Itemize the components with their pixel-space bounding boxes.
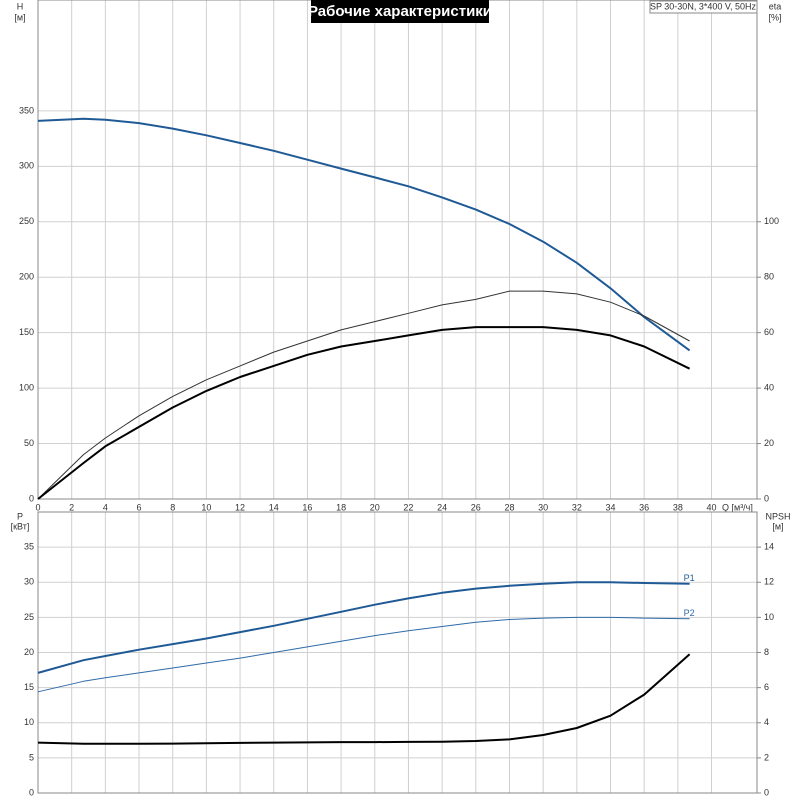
- curve: [37, 326, 691, 500]
- curve: [37, 616, 690, 693]
- y2-tick-label: 0: [764, 493, 769, 503]
- x-tick-label: 32: [572, 502, 582, 512]
- y-tick-label: 20: [24, 647, 34, 657]
- y2-tick-label: 40: [764, 382, 774, 392]
- x-tick-label: 10: [201, 502, 211, 512]
- y-tick-label: 15: [24, 682, 34, 692]
- y-tick-label: 0: [29, 493, 34, 503]
- y2-tick-label: 80: [764, 272, 774, 282]
- x-tick-label: 34: [605, 502, 615, 512]
- x-tick-label: 6: [137, 502, 142, 512]
- y-tick-label: 50: [24, 438, 34, 448]
- y-axis-label: P: [17, 511, 23, 521]
- x-tick-label: 18: [336, 502, 346, 512]
- y2-tick-label: 60: [764, 327, 774, 337]
- y-tick-label: 250: [19, 216, 34, 226]
- y-tick-label: 350: [19, 105, 34, 115]
- x-axis-label: Q [м³/ч]: [722, 502, 753, 512]
- chart-subtitle: SP 30-30N, 3*400 V, 50Hz: [650, 1, 757, 11]
- y-tick-label: 35: [24, 542, 34, 552]
- x-tick-label: 28: [504, 502, 514, 512]
- x-tick-label: 38: [673, 502, 683, 512]
- x-tick-label: 4: [103, 502, 108, 512]
- y2-axis-label: NPSH: [765, 511, 790, 521]
- y-tick-label: 200: [19, 272, 34, 282]
- plot-frame: [37, 511, 758, 794]
- curve: [37, 290, 690, 500]
- y-tick-label: 100: [19, 382, 34, 392]
- x-tick-label: 20: [370, 502, 380, 512]
- y-tick-label: 150: [19, 327, 34, 337]
- x-tick-label: 0: [35, 502, 40, 512]
- curve: [37, 653, 691, 745]
- y2-tick-label: 4: [764, 717, 769, 727]
- y2-tick-label: 12: [764, 577, 774, 587]
- y-axis-label: H: [17, 1, 24, 11]
- y2-tick-label: 6: [764, 682, 769, 692]
- x-tick-label: 22: [403, 502, 413, 512]
- y2-tick-label: 2: [764, 752, 769, 762]
- y-tick-label: 5: [29, 752, 34, 762]
- x-tick-label: 16: [302, 502, 312, 512]
- y2-axis-unit: [м]: [772, 521, 783, 531]
- y-tick-label: 10: [24, 717, 34, 727]
- y2-tick-label: 8: [764, 647, 769, 657]
- y-axis-unit: [кВт]: [11, 521, 30, 531]
- y2-axis-label: eta: [769, 1, 782, 11]
- x-tick-label: 26: [471, 502, 481, 512]
- y2-tick-label: 20: [764, 438, 774, 448]
- y2-axis-unit: [%]: [768, 12, 781, 22]
- y-tick-label: 30: [24, 577, 34, 587]
- title-box: [311, 0, 489, 23]
- x-tick-label: 8: [170, 502, 175, 512]
- x-tick-label: 40: [707, 502, 717, 512]
- y2-tick-label: 0: [764, 787, 769, 797]
- chart-title: Рабочие характеристики: [308, 3, 492, 20]
- y-tick-label: 300: [19, 161, 34, 171]
- y-axis-unit: [м]: [14, 12, 25, 22]
- x-tick-label: 36: [639, 502, 649, 512]
- x-tick-label: 12: [235, 502, 245, 512]
- x-tick-label: 14: [269, 502, 279, 512]
- curve: [37, 117, 691, 352]
- y-tick-label: 0: [29, 787, 34, 797]
- y2-tick-label: 100: [764, 216, 779, 226]
- curve-label: P1: [684, 573, 695, 583]
- y2-tick-label: 10: [764, 612, 774, 622]
- x-tick-label: 30: [538, 502, 548, 512]
- x-tick-label: 2: [69, 502, 74, 512]
- x-tick-label: 24: [437, 502, 447, 512]
- subtitle-box: [649, 0, 758, 14]
- y2-tick-label: 14: [764, 542, 774, 552]
- plot-frame: [37, 0, 758, 500]
- y-tick-label: 25: [24, 612, 34, 622]
- curve: [37, 581, 690, 674]
- curve-label: P2: [684, 608, 695, 618]
